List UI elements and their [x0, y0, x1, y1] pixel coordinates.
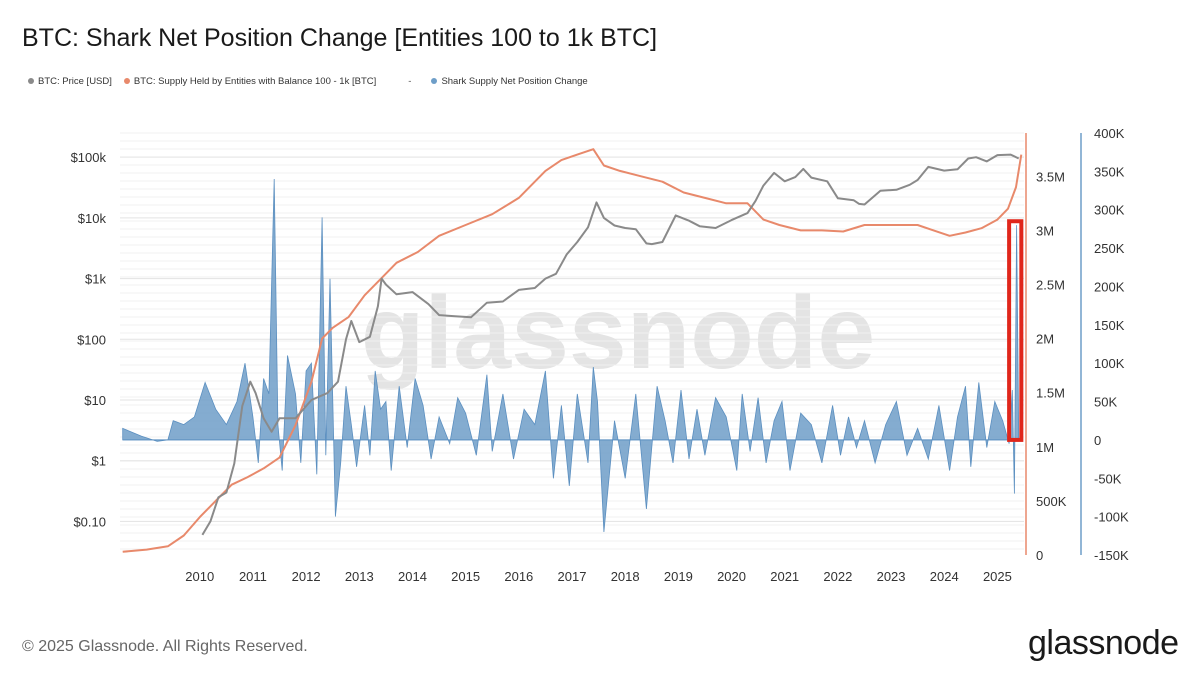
x-axis-tick-label: 2015 [451, 569, 480, 584]
legend-dot-supply [123, 78, 130, 84]
mid-axis-tick-label: 2M [1036, 332, 1054, 347]
left-axis-tick-label: $10k [78, 211, 107, 226]
left-axis-tick-label: $100 [77, 332, 106, 347]
x-axis-tick-label: 2023 [877, 569, 906, 584]
copyright-footer: © 2025 Glassnode. All Rights Reserved. [22, 638, 308, 655]
supply-line [122, 148, 1023, 553]
legend-dot-price [28, 78, 34, 84]
x-axis-tick-label: 2019 [664, 569, 693, 584]
mid-axis-tick-label: 3.5M [1036, 169, 1065, 184]
legend-item-price[interactable]: BTC: Price [USD] [28, 76, 112, 87]
x-axis-tick-label: 2018 [611, 569, 640, 584]
right-axis-tick-label: 400K [1094, 126, 1125, 141]
right-axis-tick-label: -150K [1094, 548, 1129, 563]
x-axis-tick-label: 2025 [983, 569, 1012, 584]
chart-legend: BTC: Price [USD] BTC: Supply Held by Ent… [28, 73, 600, 89]
right-axis-tick-label: -50K [1094, 471, 1122, 486]
line-layer [122, 148, 1023, 553]
legend-label-price: BTC: Price [USD] [38, 75, 112, 87]
left-axis-tick-label: $100k [71, 150, 107, 165]
mid-axis-tick-label: 2.5M [1036, 277, 1065, 292]
x-axis-tick-label: 2011 [239, 569, 267, 584]
legend-dot-net-position [431, 78, 438, 84]
legend-separator: - [408, 75, 412, 87]
right-axis-tick-label: -100K [1094, 510, 1129, 525]
right-axis-tick-label: 300K [1094, 203, 1125, 218]
right-axis-tick-label: 50K [1094, 395, 1117, 410]
x-axis-tick-label: 2017 [558, 569, 587, 584]
mid-axis-tick-label: 1.5M [1036, 386, 1065, 401]
legend-label-net-position: Shark Supply Net Position Change [441, 75, 588, 87]
right-axis-tick-label: 100K [1094, 356, 1125, 371]
legend-item-supply[interactable]: BTC: Supply Held by Entities with Balanc… [123, 75, 377, 87]
x-axis-tick-label: 2016 [504, 569, 533, 584]
highlight-annotation-box [1007, 219, 1024, 442]
x-axis-tick-label: 2022 [823, 569, 852, 584]
legend-label-supply: BTC: Supply Held by Entities with Balanc… [133, 75, 377, 87]
right-axis-tick-label: 150K [1094, 318, 1125, 333]
right-axis-tick-label: 250K [1094, 241, 1125, 256]
x-axis-tick-label: 2024 [930, 569, 959, 584]
left-axis-tick-label: $10 [84, 393, 106, 408]
brand-logo[interactable]: glassnode [1028, 624, 1179, 662]
chart-title: BTC: Shark Net Position Change [Entities… [22, 24, 658, 52]
mid-axis-tick-label: 500K [1036, 494, 1067, 509]
x-axis-tick-label: 2013 [345, 569, 374, 584]
chart-grid [120, 132, 1024, 550]
legend-item-net-position[interactable]: Shark Supply Net Position Change [431, 75, 588, 87]
mid-axis-tick-label: 3M [1036, 223, 1054, 238]
chart-axes: $0.10 $1 $10 $100 $1k $10k $100k 2010 2011 2012 20… [71, 126, 1129, 584]
mid-axis-tick-label: 1M [1036, 440, 1054, 455]
left-axis-tick-label: $0.10 [73, 514, 106, 529]
left-axis-tick-label: $1 [92, 454, 106, 469]
x-axis-tick-label: 2020 [717, 569, 746, 584]
mid-axis-tick-label: 0 [1036, 548, 1043, 563]
x-axis-tick-label: 2014 [398, 569, 427, 584]
annotation-layer [1007, 219, 1024, 442]
price-line [201, 153, 1020, 536]
right-axis-tick-label: 200K [1094, 279, 1125, 294]
right-axis-tick-label: 350K [1094, 164, 1125, 179]
left-axis-tick-label: $1k [85, 272, 106, 287]
right-axis-tick-label: 0 [1094, 433, 1101, 448]
x-axis-tick-label: 2021 [770, 569, 799, 584]
x-axis-tick-label: 2012 [292, 569, 321, 584]
x-axis-tick-label: 2010 [185, 569, 214, 584]
